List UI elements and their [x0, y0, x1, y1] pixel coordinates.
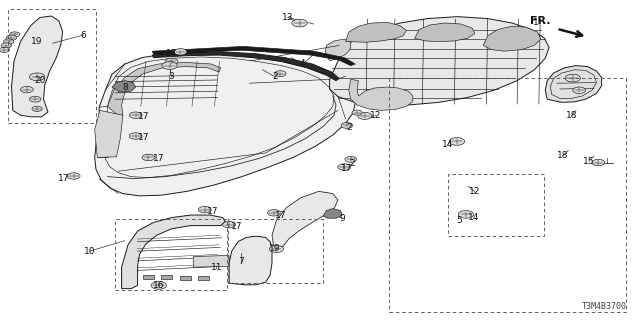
Circle shape — [275, 71, 286, 76]
Circle shape — [129, 133, 142, 139]
Polygon shape — [193, 255, 229, 267]
Polygon shape — [95, 52, 355, 196]
Circle shape — [151, 282, 166, 289]
Polygon shape — [152, 46, 355, 66]
Text: 18: 18 — [566, 111, 577, 120]
Circle shape — [129, 112, 142, 118]
Polygon shape — [12, 16, 63, 117]
Polygon shape — [122, 215, 225, 289]
Circle shape — [573, 87, 586, 93]
Polygon shape — [108, 62, 221, 116]
Circle shape — [345, 156, 356, 162]
Circle shape — [292, 19, 307, 27]
Circle shape — [223, 221, 236, 228]
Polygon shape — [415, 23, 475, 42]
Text: 11: 11 — [211, 263, 222, 272]
Text: 17: 17 — [231, 222, 243, 231]
Bar — [143, 275, 154, 279]
Text: 1: 1 — [534, 18, 539, 27]
Polygon shape — [229, 236, 272, 285]
Circle shape — [0, 47, 10, 52]
Text: 17: 17 — [207, 207, 218, 216]
Bar — [448, 174, 544, 236]
Bar — [198, 276, 209, 280]
Bar — [389, 78, 626, 312]
Polygon shape — [272, 191, 338, 248]
Text: 12: 12 — [370, 111, 381, 120]
Polygon shape — [325, 39, 351, 61]
Text: 17: 17 — [166, 49, 177, 58]
Text: 5: 5 — [456, 216, 461, 225]
Text: 4: 4 — [300, 60, 305, 68]
Text: 9: 9 — [340, 214, 345, 223]
Circle shape — [269, 245, 284, 252]
Text: 17: 17 — [138, 133, 150, 142]
Circle shape — [449, 138, 465, 145]
Circle shape — [565, 74, 580, 82]
Text: 8: 8 — [123, 83, 128, 92]
Polygon shape — [95, 110, 123, 157]
Circle shape — [341, 123, 353, 128]
Circle shape — [1, 43, 12, 48]
Text: T3M4B3700: T3M4B3700 — [582, 302, 627, 311]
Circle shape — [20, 86, 33, 93]
Circle shape — [29, 96, 41, 102]
Text: 7: 7 — [238, 257, 243, 266]
Text: 13: 13 — [282, 13, 294, 22]
Text: 3: 3 — [169, 72, 174, 81]
Polygon shape — [323, 209, 342, 218]
Circle shape — [162, 62, 177, 69]
Text: 17: 17 — [275, 211, 286, 220]
Polygon shape — [545, 66, 602, 102]
Text: 17: 17 — [58, 174, 70, 183]
Text: 19: 19 — [269, 244, 281, 253]
Text: 2: 2 — [346, 124, 351, 132]
Polygon shape — [346, 22, 406, 42]
Bar — [115, 219, 227, 290]
Text: 19: 19 — [31, 37, 43, 46]
Circle shape — [358, 112, 372, 119]
Text: 16: 16 — [153, 281, 164, 290]
Circle shape — [142, 154, 155, 161]
Text: 6: 6 — [81, 31, 86, 40]
Circle shape — [592, 159, 605, 166]
Circle shape — [4, 39, 14, 44]
Polygon shape — [483, 26, 541, 51]
Circle shape — [29, 73, 45, 81]
Circle shape — [352, 110, 362, 115]
Circle shape — [165, 58, 178, 65]
Polygon shape — [152, 52, 339, 81]
Text: 2: 2 — [349, 159, 355, 168]
Text: 2: 2 — [273, 72, 278, 81]
Polygon shape — [349, 79, 413, 110]
Circle shape — [32, 106, 42, 111]
Polygon shape — [112, 81, 136, 92]
Text: FR.: FR. — [530, 16, 550, 26]
Circle shape — [338, 164, 351, 170]
Circle shape — [198, 206, 211, 213]
Circle shape — [268, 210, 280, 216]
Circle shape — [6, 35, 17, 40]
Circle shape — [458, 211, 474, 218]
Text: 15: 15 — [583, 157, 595, 166]
Circle shape — [10, 32, 20, 37]
Circle shape — [174, 49, 187, 55]
Text: 14: 14 — [468, 213, 479, 222]
Text: 10: 10 — [84, 247, 95, 256]
Text: 18: 18 — [557, 151, 569, 160]
Text: 20: 20 — [35, 76, 46, 85]
Text: 14: 14 — [442, 140, 454, 149]
Bar — [8, 9, 96, 123]
Polygon shape — [330, 17, 549, 105]
Bar — [161, 275, 172, 279]
Bar — [228, 219, 323, 283]
Text: 12: 12 — [469, 188, 481, 196]
Text: 17: 17 — [153, 154, 164, 163]
Text: 17: 17 — [138, 112, 150, 121]
Bar — [180, 276, 191, 280]
Circle shape — [67, 173, 80, 179]
Text: 17: 17 — [341, 164, 353, 173]
